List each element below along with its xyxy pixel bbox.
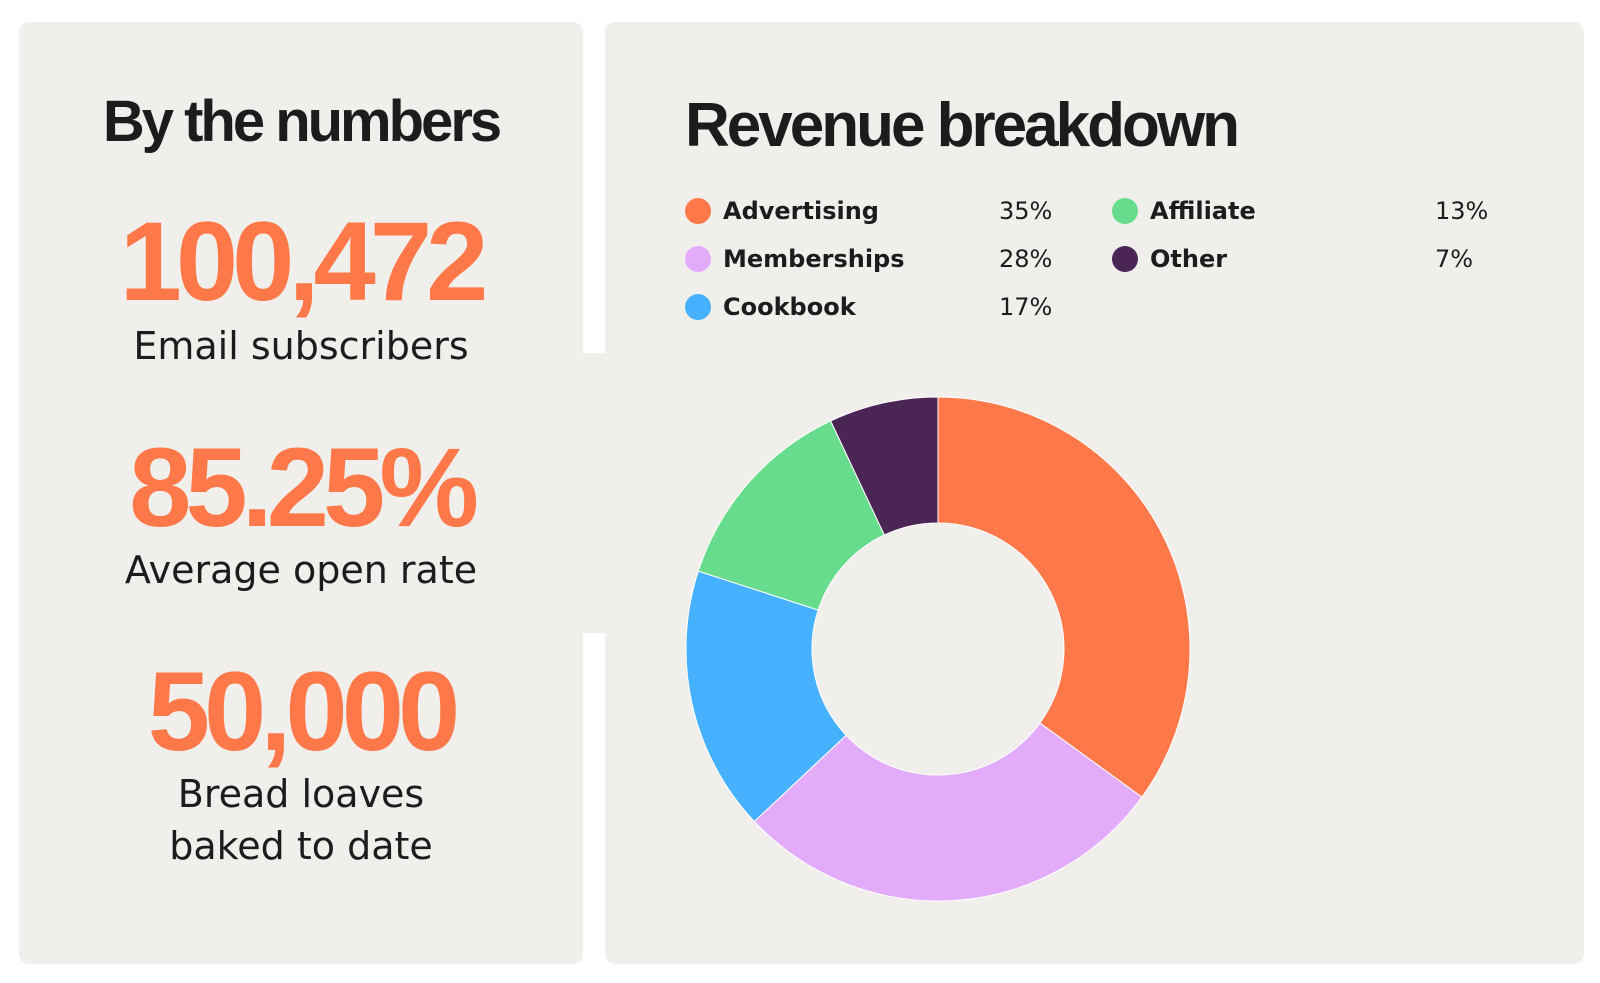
legend-name-affiliate: Affiliate: [1150, 197, 1256, 225]
legend-dot-advertising: [685, 198, 711, 224]
donut-slice-memberships: [753, 722, 1143, 902]
legend-dot-affiliate: [1112, 198, 1138, 224]
donut-slice-advertising: [937, 396, 1191, 798]
legend-dot-memberships: [685, 246, 711, 272]
stats-panel: By the numbers 100,472 Email subscribers…: [19, 22, 583, 964]
legend-name-other: Other: [1150, 245, 1228, 273]
stats-title: By the numbers: [102, 89, 502, 154]
stat-label-loaves-line1: Bread loaves: [177, 772, 425, 816]
legend-pct-other: 7%: [1435, 245, 1474, 273]
stat-label-subscribers: Email subscribers: [133, 324, 469, 368]
donut-slice-cookbook: [685, 570, 847, 823]
legend-name-cookbook: Cookbook: [723, 293, 856, 321]
stat-label-open-rate: Average open rate: [124, 548, 478, 592]
legend-pct-advertising: 35%: [999, 197, 1053, 225]
legend-dot-other: [1112, 246, 1138, 272]
legend-pct-affiliate: 13%: [1435, 197, 1489, 225]
legend-item-advertising: Advertising: [685, 196, 879, 226]
chart-title: Revenue breakdown: [685, 91, 1240, 160]
legend-dot-cookbook: [685, 294, 711, 320]
legend-pct-memberships: 28%: [999, 245, 1053, 273]
legend-item-affiliate: Affiliate: [1112, 196, 1256, 226]
legend-name-memberships: Memberships: [723, 245, 905, 273]
stat-value-subscribers: 100,472: [119, 199, 489, 324]
legend-name-advertising: Advertising: [723, 197, 879, 225]
donut-slice-other: [830, 396, 939, 536]
revenue-panel: Revenue breakdown Advertising 35% Member…: [605, 22, 1584, 964]
legend-pct-cookbook: 17%: [999, 293, 1053, 321]
legend-item-cookbook: Cookbook: [685, 292, 856, 322]
legend-item-other: Other: [1112, 244, 1227, 274]
stat-value-loaves: 50,000: [147, 649, 461, 774]
legend-item-memberships: Memberships: [685, 244, 905, 274]
revenue-donut-chart: [685, 396, 1191, 902]
stat-label-loaves-line2: baked to date: [169, 824, 433, 868]
stat-value-open-rate: 85.25%: [129, 425, 479, 550]
